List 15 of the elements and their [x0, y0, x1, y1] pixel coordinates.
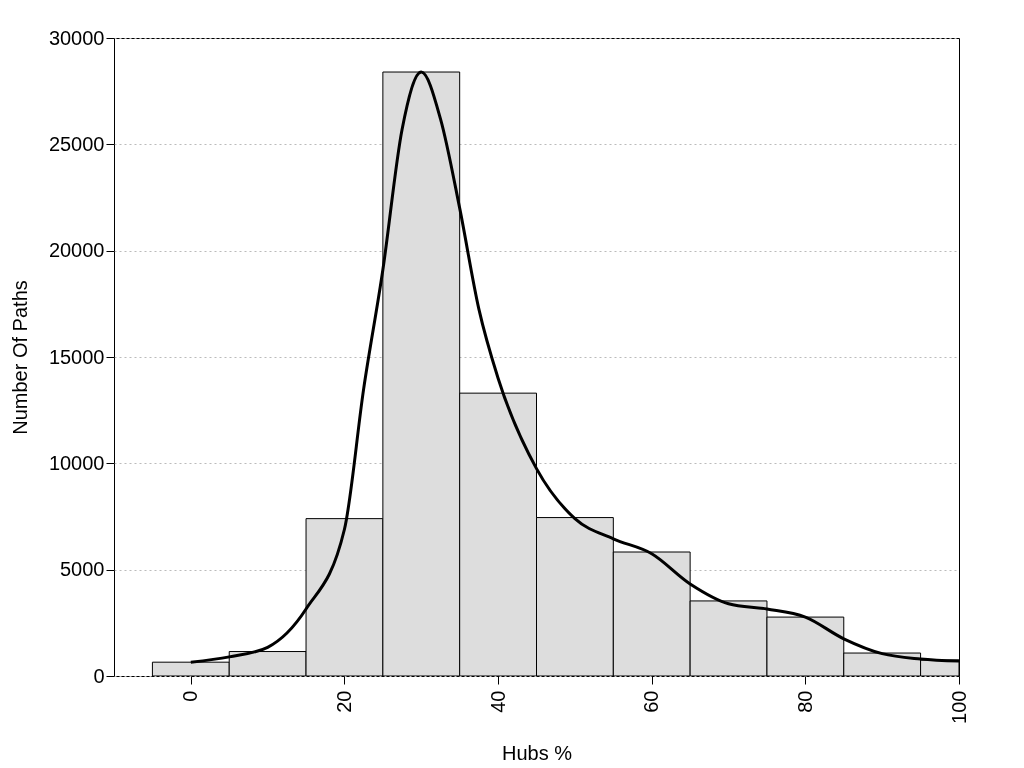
y-tick-label: 20000 [48, 239, 105, 262]
x-tick-label: 80 [793, 690, 816, 713]
x-tick-label: 40 [486, 690, 509, 713]
x-axis-title: Hubs % [501, 741, 573, 764]
x-tick-label: 0 [179, 690, 202, 702]
x-tick-label: 60 [640, 690, 663, 713]
x-tick-label: 20 [332, 690, 355, 713]
y-tick-label: 5000 [60, 558, 105, 581]
y-tick-label: 25000 [48, 132, 105, 155]
x-tick-label: 100 [947, 690, 970, 724]
y-tick-label: 30000 [48, 26, 105, 49]
y-tick-label: 0 [93, 664, 105, 687]
y-tick-label: 10000 [48, 451, 105, 474]
y-axis-title: Number Of Paths [8, 280, 31, 435]
y-tick-label: 15000 [48, 345, 105, 368]
